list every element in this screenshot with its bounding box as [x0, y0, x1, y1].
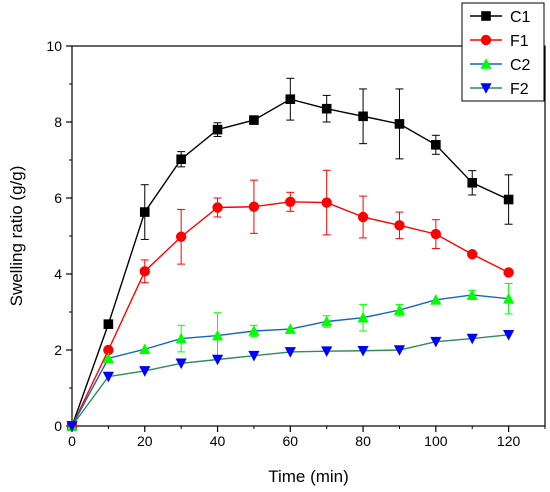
data-point-c2: [139, 343, 151, 355]
data-point-f2: [466, 333, 478, 345]
legend-label: C2: [510, 57, 531, 74]
legend: C1 F1 C2 F2: [461, 2, 545, 102]
data-point-c1: [394, 119, 405, 129]
y-tick-label: 6: [54, 190, 62, 206]
data-point-c1: [431, 140, 441, 150]
data-point-f2: [102, 371, 114, 383]
series-line-c2: [71, 294, 509, 427]
y-tick-label: 4: [54, 266, 62, 282]
data-point-c2: [284, 323, 296, 334]
data-point-c2: [430, 294, 442, 305]
x-axis-title: Time (min): [268, 467, 349, 486]
series-f2: [66, 330, 515, 432]
legend-item-c1: C1: [470, 9, 531, 26]
data-point-c1: [103, 319, 114, 329]
data-point-c1: [139, 207, 150, 217]
data-point-c2: [175, 332, 187, 344]
data-point-c2: [248, 325, 260, 336]
x-tick-label: 40: [210, 433, 226, 449]
data-point-c2: [503, 292, 515, 304]
legend-box: [461, 2, 545, 102]
legend-item-f1: F1: [470, 33, 529, 50]
data-point-f2: [248, 350, 260, 362]
data-point-f1: [321, 197, 332, 208]
data-point-f1: [430, 228, 442, 240]
data-point-f2: [175, 358, 187, 370]
data-point-c2: [102, 352, 114, 364]
data-point-f1: [175, 231, 187, 242]
data-point-f2: [393, 345, 406, 356]
data-point-c2: [357, 311, 369, 323]
x-tick-label: 20: [137, 433, 153, 449]
legend-label: C1: [510, 9, 531, 26]
data-point-c1: [503, 194, 514, 205]
data-point-c2: [466, 289, 478, 300]
data-point-f2: [321, 346, 333, 357]
y-tick-label: 2: [54, 342, 62, 358]
data-point-f1: [394, 220, 405, 231]
data-point-c2: [321, 315, 333, 327]
legend-item-f2: F2: [470, 81, 529, 98]
data-point-c1: [176, 154, 186, 165]
data-point-f1: [212, 202, 223, 213]
y-axis-title: Swelling ratio (g/g): [7, 166, 26, 307]
data-point-c1: [285, 94, 296, 104]
y-axis-ticks: 0 2 4 6 8 10: [46, 38, 72, 434]
data-point-f1: [248, 201, 260, 212]
data-point-f1: [503, 267, 514, 278]
x-tick-label: 0: [68, 433, 76, 449]
data-point-c2: [393, 304, 406, 315]
data-point-f2: [284, 347, 296, 358]
x-axis-ticks: 0 20 40 60 80 100 120: [68, 426, 546, 449]
legend-marker: [480, 58, 492, 69]
data-point-f1: [357, 211, 369, 223]
data-point-f1: [103, 344, 114, 356]
series-layer: [66, 77, 515, 432]
data-point-c1: [321, 103, 332, 114]
legend-marker: [480, 83, 492, 94]
y-tick-label: 0: [54, 418, 62, 434]
series-line-c1: [71, 98, 509, 427]
legend-item-c2: C2: [470, 57, 531, 74]
legend-marker: [481, 11, 491, 21]
series-c1: [67, 77, 514, 431]
x-tick-label: 100: [424, 433, 448, 449]
x-tick-label: 120: [497, 433, 521, 449]
series-f1: [66, 169, 514, 432]
x-tick-label: 80: [355, 433, 371, 449]
data-point-c1: [249, 115, 259, 125]
data-point-c2: [211, 329, 224, 341]
data-point-f1: [285, 196, 296, 207]
data-point-c1: [212, 124, 223, 135]
data-point-f2: [211, 354, 224, 366]
legend-label: F1: [510, 33, 529, 50]
data-point-f2: [66, 421, 78, 432]
data-point-c1: [467, 178, 478, 188]
series-c2: [66, 283, 515, 431]
y-tick-label: 10: [46, 38, 62, 54]
data-point-f1: [139, 266, 150, 277]
y-tick-label: 8: [54, 114, 62, 130]
data-point-c1: [358, 111, 368, 122]
legend-label: F2: [510, 81, 529, 98]
data-point-f2: [139, 366, 151, 377]
x-tick-label: 60: [283, 433, 299, 449]
legend-marker: [480, 34, 492, 46]
data-point-f2: [503, 330, 515, 341]
data-point-f1: [467, 249, 478, 260]
data-point-f2: [430, 336, 442, 348]
data-point-f2: [357, 345, 369, 357]
